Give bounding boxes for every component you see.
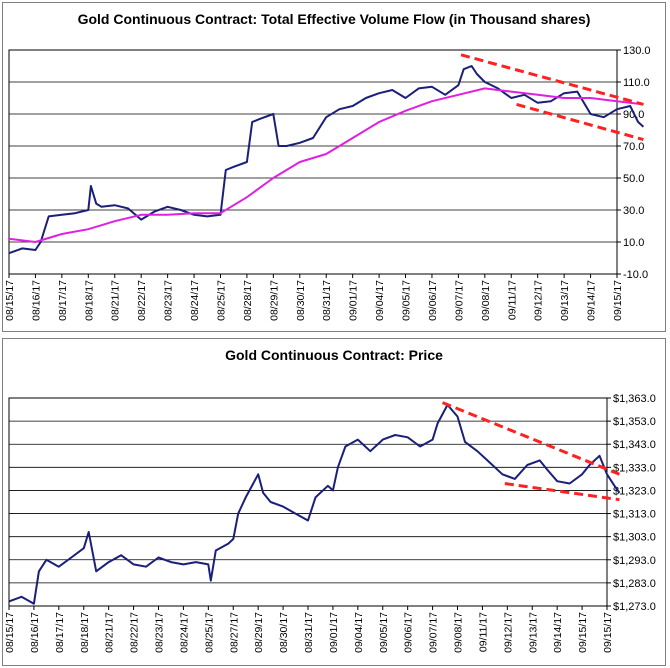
- price-y-tick-label: $1,293.0: [613, 555, 656, 567]
- volume-x-tick-label: 08/28/17: [242, 280, 254, 321]
- price-x-tick-label: 09/06/17: [403, 612, 415, 653]
- price-x-tick-label: 08/30/17: [278, 612, 290, 653]
- volume-x-tick-label: 08/25/17: [215, 280, 227, 321]
- price-x-tick-label: 08/24/17: [178, 612, 190, 653]
- price-x-tick-label: 08/15/17: [4, 612, 16, 653]
- price-x-tick-label: 09/05/17: [378, 612, 390, 653]
- price-y-tick-label: $1,353.0: [613, 416, 656, 428]
- price-y-tick-label: $1,333.0: [613, 462, 656, 474]
- volume-series-line-1: [8, 87, 644, 243]
- price-y-tick-label: $1,283.0: [613, 578, 656, 590]
- price-y-tick-label: $1,323.0: [613, 485, 656, 497]
- price-x-tick-label: 09/08/17: [453, 612, 465, 653]
- price-x-tick-label: 08/16/17: [29, 612, 41, 653]
- price-x-tick-label: 08/29/17: [253, 612, 265, 653]
- volume-x-tick-label: 09/11/17: [506, 280, 518, 320]
- price-x-tick-label: 09/14/17: [552, 612, 564, 653]
- volume-y-tick-label: 10.0: [623, 237, 644, 249]
- volume-x-tick-label: 09/13/17: [559, 280, 571, 321]
- volume-x-tick-label: 08/15/17: [4, 280, 16, 321]
- volume-x-tick-label: 09/07/17: [453, 280, 465, 321]
- price-series-line-0: [8, 403, 621, 605]
- volume-x-tick-label: 09/05/17: [401, 280, 413, 321]
- price-y-tick-label: $1,273.0: [613, 601, 656, 613]
- volume-x-tick-label: 09/12/17: [533, 280, 545, 321]
- volume-x-tick-label: 08/29/17: [268, 280, 280, 321]
- volume-x-tick-label: 08/16/17: [30, 280, 42, 321]
- price-chart-panel: Gold Continuous Contract: Price $1,273.0…: [2, 338, 666, 666]
- volume-plot-area: [8, 49, 618, 275]
- price-x-tick-label: 09/01/17: [328, 612, 340, 653]
- volume-y-tick-label: 70.0: [623, 141, 644, 153]
- price-plot-area: [8, 397, 608, 607]
- volume-x-tick-label: 08/30/17: [295, 280, 307, 321]
- price-x-tick-label: 08/25/17: [203, 612, 215, 653]
- volume-x-tick-label: 09/06/17: [427, 280, 439, 321]
- price-x-tick-label: 09/15/17: [577, 612, 589, 653]
- price-chart: $1,273.0 $1,283.0 $1,293.0 $1,303.0 $1,313.0…: [4, 393, 656, 653]
- volume-y-tick-label: -10.0: [623, 269, 648, 281]
- volume-y-tick-label: 30.0: [623, 205, 644, 217]
- price-trendline-1: [504, 482, 620, 502]
- price-y-tick-label: $1,303.0: [613, 532, 656, 544]
- volume-x-tick-label: 08/24/17: [189, 280, 201, 321]
- price-x-tick-label: 08/27/17: [228, 612, 240, 653]
- volume-flow-chart-title: Gold Continuous Contract: Total Effectiv…: [77, 11, 591, 27]
- volume-x-tick-label: 09/14/17: [586, 280, 598, 321]
- price-chart-title: Gold Continuous Contract: Price: [225, 347, 443, 363]
- volume-x-tick-label: 08/22/17: [136, 280, 148, 321]
- price-x-tick-label: 09/07/17: [428, 612, 440, 653]
- volume-y-tick-label: 110.0: [623, 77, 650, 89]
- volume-x-tick-label: 08/21/17: [110, 280, 122, 321]
- volume-y-tick-label: 50.0: [623, 173, 644, 185]
- price-y-tick-label: $1,313.0: [613, 509, 656, 521]
- price-trendline-0: [441, 401, 621, 476]
- price-y-tick-label: $1,363.0: [613, 393, 656, 405]
- volume-x-tick-label: 08/18/17: [83, 280, 95, 321]
- volume-series-line-0: [8, 65, 645, 255]
- price-x-tick-label: 08/22/17: [129, 612, 141, 653]
- volume-x-tick-label: 08/31/17: [321, 280, 333, 321]
- price-x-tick-label: 09/11/17: [477, 612, 489, 652]
- volume-y-tick-label: 130.0: [623, 45, 651, 57]
- price-y-tick-label: $1,343.0: [613, 439, 656, 451]
- volume-x-tick-label: 09/01/17: [348, 280, 360, 321]
- price-x-tick-label: 09/15/17: [602, 612, 614, 653]
- volume-trendline-1: [516, 102, 644, 142]
- volume-flow-chart-panel: Gold Continuous Contract: Total Effectiv…: [2, 2, 666, 332]
- volume-trendline-0: [460, 53, 644, 106]
- price-x-tick-label: 08/21/17: [104, 612, 116, 653]
- volume-flow-chart: -10.010.030.050.070.090.0110.0130.008/15…: [4, 45, 651, 321]
- price-x-tick-label: 09/04/17: [353, 612, 365, 653]
- price-x-tick-label: 09/13/17: [527, 612, 539, 653]
- volume-x-tick-label: 09/08/17: [480, 280, 492, 321]
- volume-x-tick-label: 09/15/17: [612, 280, 624, 321]
- price-x-tick-label: 08/17/17: [54, 612, 66, 653]
- price-x-tick-label: 09/12/17: [502, 612, 514, 653]
- volume-x-tick-label: 09/04/17: [374, 280, 386, 321]
- price-x-tick-label: 08/23/17: [154, 612, 166, 653]
- volume-x-tick-label: 08/17/17: [57, 280, 69, 321]
- price-x-tick-label: 08/31/17: [303, 612, 315, 653]
- volume-x-tick-label: 08/23/17: [163, 280, 175, 321]
- price-x-tick-label: 08/18/17: [79, 612, 91, 653]
